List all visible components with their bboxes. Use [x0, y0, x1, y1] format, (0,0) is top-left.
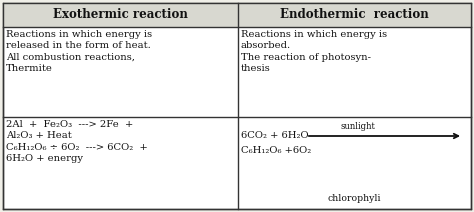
Text: Reactions in which energy is
released in the form of heat.
All combustion reacti: Reactions in which energy is released in… — [6, 30, 152, 73]
Text: 2Al  +  Fe₂O₃  ---> 2Fe  +
Al₂O₃ + Heat
C₆H₁₂O₆ ÷ 6O₂  ---> 6CO₂  +
6H₂O + energ: 2Al + Fe₂O₃ ---> 2Fe + Al₂O₃ + Heat C₆H₁… — [6, 120, 148, 163]
Text: chlorophyli: chlorophyli — [328, 194, 381, 203]
Text: sunlight: sunlight — [340, 122, 375, 131]
Bar — [3, 3, 471, 27]
Text: Reactions in which energy is
absorbed.
The reaction of photosyn-
thesis: Reactions in which energy is absorbed. T… — [241, 30, 387, 73]
Text: Exothermic reaction: Exothermic reaction — [53, 8, 188, 21]
Text: Endothermic  reaction: Endothermic reaction — [280, 8, 429, 21]
Text: 6CO₂ + 6H₂O: 6CO₂ + 6H₂O — [241, 131, 309, 141]
Text: C₆H₁₂O₆ +6O₂: C₆H₁₂O₆ +6O₂ — [241, 146, 311, 155]
